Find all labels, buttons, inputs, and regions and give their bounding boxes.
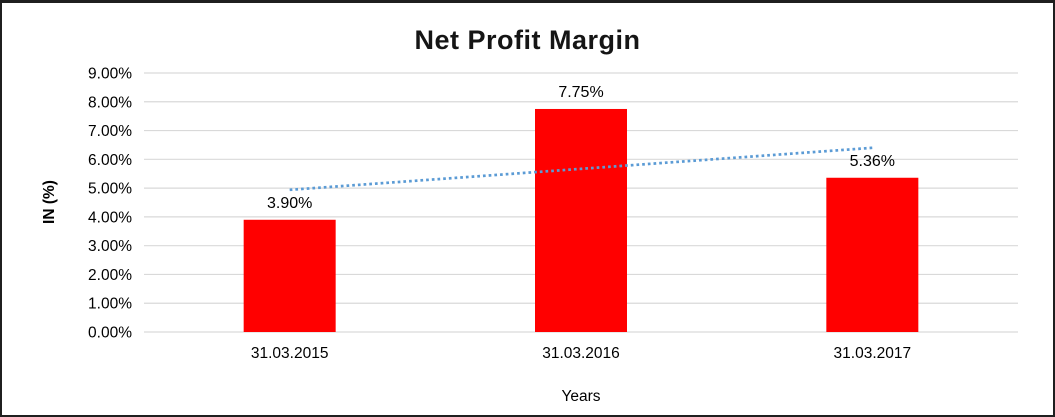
y-tick-label: 8.00% — [88, 94, 132, 111]
trendline — [289, 146, 873, 192]
y-tick-label: 7.00% — [88, 123, 132, 140]
bar — [535, 108, 627, 332]
y-tick-label: 1.00% — [88, 296, 132, 313]
x-tick-label: 31.03.2016 — [542, 345, 620, 362]
y-tick-label: 4.00% — [88, 209, 132, 226]
x-axis-title: Years — [561, 388, 601, 405]
y-tick-label: 9.00% — [88, 66, 132, 83]
x-tick-label: 31.03.2017 — [834, 345, 912, 362]
plot-area: 0.00% 1.00% 2.00% 3.00% 4.00% 5.00% 6.00% 7.00%… — [88, 66, 1018, 362]
chart-title: Net Profit Margin — [414, 25, 641, 55]
y-tick-label: 5.00% — [88, 181, 132, 198]
bar-value-label: 5.36% — [850, 153, 895, 170]
y-tick-label: 2.00% — [88, 267, 132, 284]
x-tick-label: 31.03.2015 — [251, 345, 329, 362]
y-tick-label: 3.00% — [88, 238, 132, 255]
y-tick-label: 6.00% — [88, 152, 132, 169]
bar-value-label: 3.90% — [267, 195, 312, 212]
bar-value-label: 7.75% — [558, 84, 603, 101]
bar — [243, 219, 336, 332]
bar — [826, 177, 919, 332]
y-tick-label: 0.00% — [88, 325, 132, 342]
